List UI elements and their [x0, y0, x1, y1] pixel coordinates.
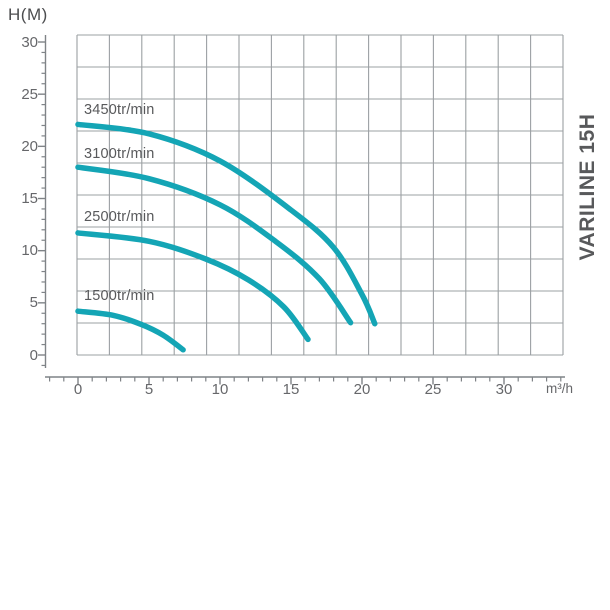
y-axis-title: H(M): [8, 5, 48, 24]
x-tick-label-15: 15: [282, 381, 300, 398]
x-tick-label-30: 30: [495, 381, 513, 398]
curve-label-3450: 3450tr/min: [84, 102, 155, 118]
y-tick-label-20: 20: [21, 137, 38, 155]
curve-label-1500: 1500tr/min: [84, 288, 155, 304]
y-tick-label-0: 0: [29, 346, 38, 364]
x-tick-label-5: 5: [144, 381, 154, 398]
y-tick-label-5: 5: [29, 294, 38, 312]
y-tick-label-10: 10: [21, 242, 38, 260]
x-tick-label-0: 0: [73, 381, 83, 398]
curve-2500tr-min: [75, 230, 311, 343]
chart-side-title: VARILINE 15H: [576, 113, 599, 261]
curve-3450tr-min: [75, 121, 378, 327]
curve-label-3100: 3100tr/min: [84, 146, 155, 162]
curve-label-2500: 2500tr/min: [84, 209, 155, 225]
y-tick-label-30: 30: [21, 33, 38, 51]
curve-1500tr-min: [75, 308, 186, 353]
x-tick-label-25: 25: [424, 381, 442, 398]
curve-3100tr-min: [75, 164, 354, 326]
x-tick-label-10: 10: [211, 381, 229, 398]
x-tick-label-20: 20: [353, 381, 371, 398]
x-axis-unit-label: m³/h: [546, 381, 573, 396]
y-tick-label-25: 25: [21, 85, 38, 103]
y-tick-label-15: 15: [21, 190, 38, 207]
